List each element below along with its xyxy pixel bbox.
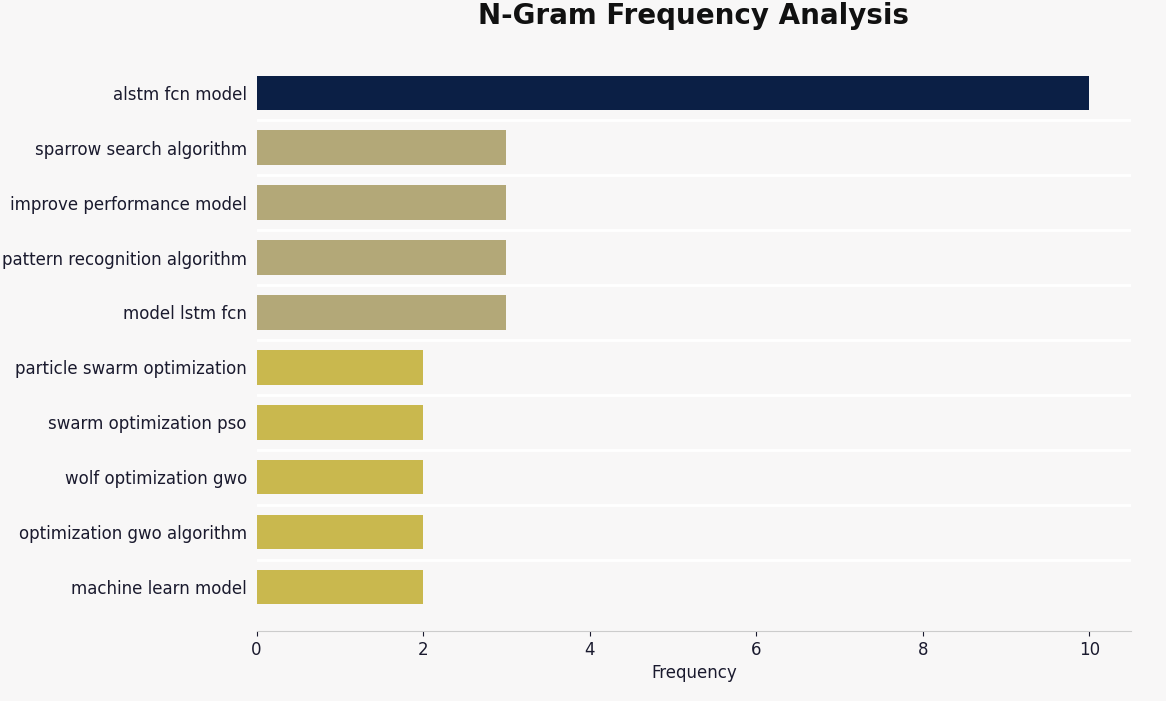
- Bar: [257, 130, 506, 165]
- Bar: [257, 76, 1089, 109]
- Bar: [257, 350, 423, 385]
- Bar: [257, 571, 423, 604]
- Bar: [257, 295, 506, 329]
- Bar: [257, 240, 506, 275]
- Title: N-Gram Frequency Analysis: N-Gram Frequency Analysis: [478, 2, 909, 30]
- Bar: [257, 405, 423, 440]
- Bar: [257, 186, 506, 219]
- Bar: [257, 515, 423, 550]
- X-axis label: Frequency: Frequency: [651, 664, 737, 682]
- Bar: [257, 461, 423, 494]
